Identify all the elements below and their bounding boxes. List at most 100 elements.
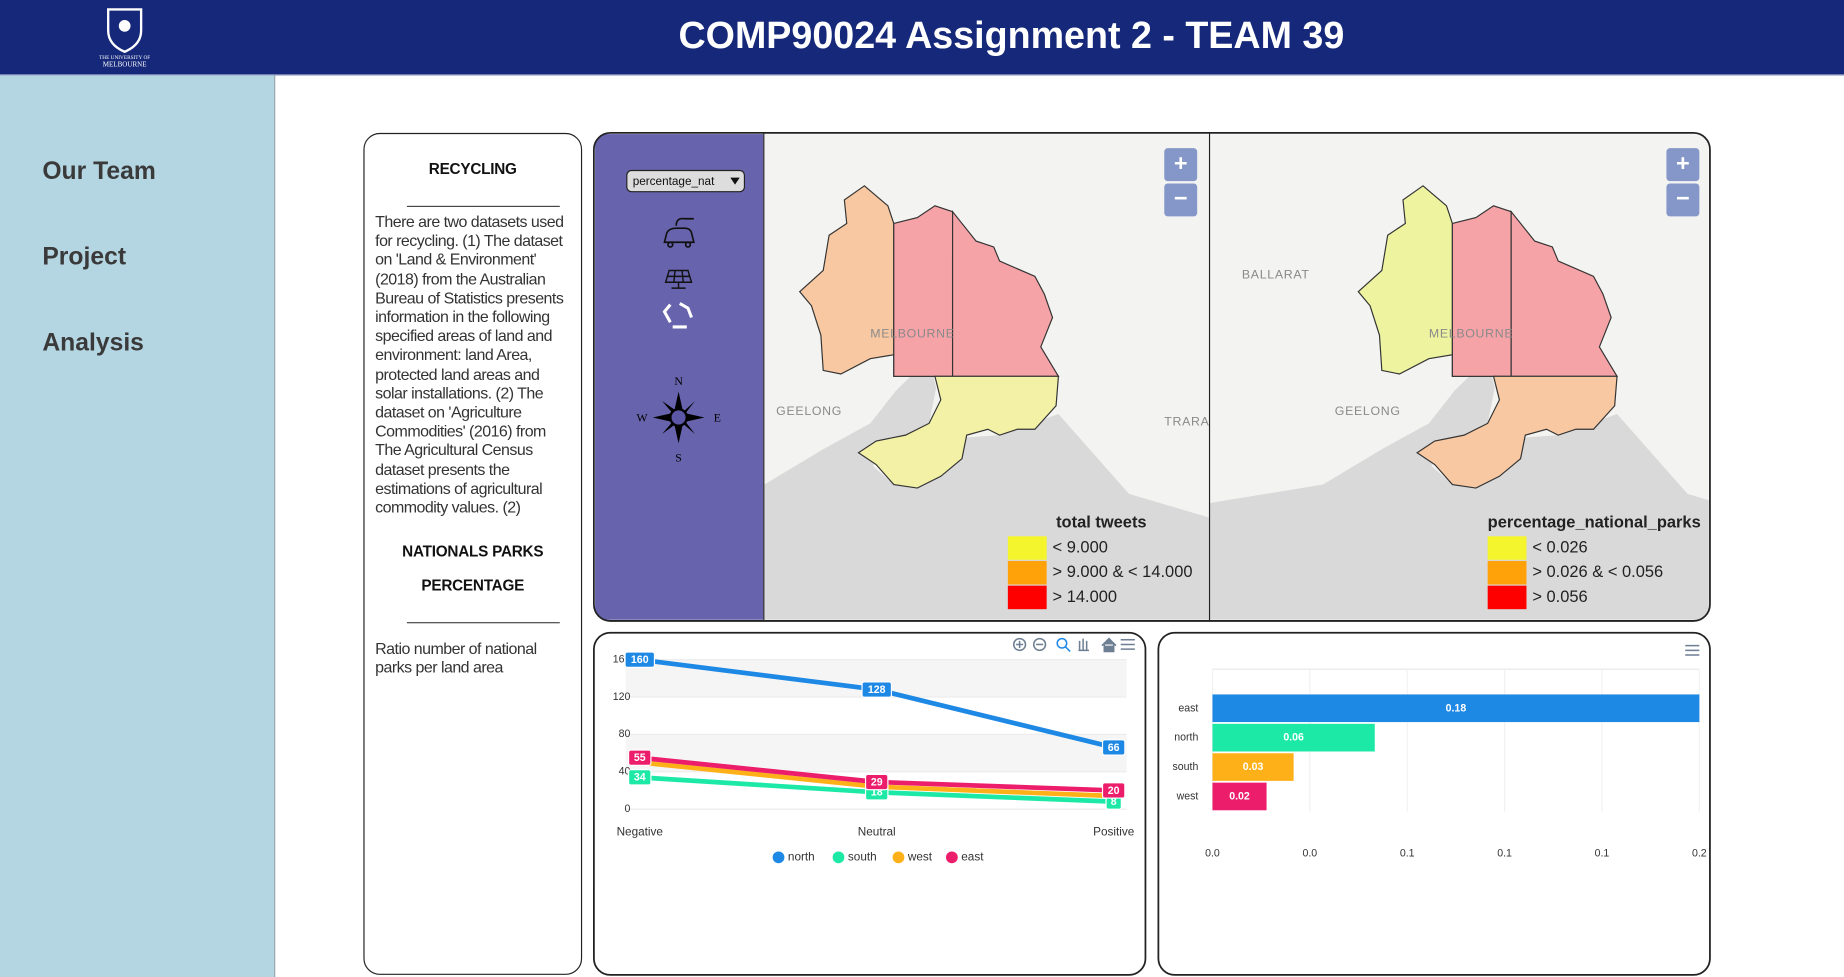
bar	[1212, 753, 1294, 781]
x-tick-label: 0.2	[1692, 848, 1707, 860]
data-label-box	[627, 749, 652, 766]
legend-item: > 0.056	[1532, 588, 1587, 606]
zoom-out[interactable]	[1164, 183, 1198, 217]
y-tick-label: 80	[619, 728, 631, 740]
data-label-box	[1101, 782, 1126, 799]
panel-border	[593, 132, 1711, 622]
x-tick-label: 0.1	[1497, 848, 1512, 860]
nav-link[interactable]: Our Team	[42, 157, 156, 185]
place-label: BALLARAT	[1242, 267, 1310, 281]
zoom-label: −	[1676, 185, 1690, 211]
legend-item: < 0.026	[1532, 538, 1587, 556]
zoom-label: −	[1174, 185, 1188, 211]
data-label-box	[627, 769, 652, 786]
legend-marker	[772, 851, 785, 864]
data-label: 160	[631, 654, 649, 666]
line-chart-panel	[593, 631, 1147, 976]
x-tick-label: 0.1	[1595, 848, 1610, 860]
legend-marker	[892, 851, 905, 864]
divider	[406, 622, 560, 624]
map[interactable]: ALLARAT MELBOURNE GEELONG TRARAL + − tot…	[635, 134, 1217, 620]
dropdown[interactable]	[626, 169, 746, 193]
nav-link[interactable]: Project	[42, 243, 127, 271]
icon-recycle[interactable]	[662, 302, 693, 329]
page-title: COMP90024 Assignment 2 - TEAM 39	[678, 14, 1345, 57]
compass-label: S	[675, 451, 682, 464]
legend-marker	[832, 851, 845, 864]
icon-solar[interactable]	[664, 269, 693, 289]
bar	[1212, 723, 1375, 752]
data-label: 55	[634, 752, 646, 764]
place-label: MELBOURNE	[870, 326, 954, 340]
y-tick-label: west	[1176, 791, 1199, 803]
info-panel: RECYCLING There are two datasets used fo…	[363, 132, 583, 975]
data-label: 34	[634, 772, 646, 784]
zoom-label: +	[1174, 150, 1188, 176]
place-label: GEELONG	[1335, 404, 1401, 418]
nav-link[interactable]: Analysis	[42, 329, 144, 357]
data-label: 128	[868, 684, 886, 696]
logo-text: THE UNIVERSITY OF	[99, 55, 150, 61]
zoom-in[interactable]	[1164, 148, 1198, 182]
legend-item: > 9.000 & < 14.000	[1053, 563, 1193, 581]
map-panel: ALLARAT MELBOURNE GEELONG TRARAL + − tot…	[595, 132, 1768, 621]
logo[interactable]: THE UNIVERSITY OF MELBOURNE	[89, 5, 160, 71]
y-tick-label: 120	[613, 691, 631, 703]
y-tick-label: south	[1172, 761, 1198, 773]
control-panel	[595, 134, 764, 620]
legend-label: east	[961, 850, 984, 863]
y-tick-label: 40	[619, 766, 631, 778]
chart-menu[interactable]	[1685, 644, 1700, 656]
legend-label: south	[848, 850, 877, 863]
zoom-label: +	[1676, 150, 1690, 176]
data-label-box	[1101, 739, 1126, 756]
data-label: 29	[871, 776, 883, 788]
legend-title: total tweets	[1056, 514, 1147, 532]
bar	[1212, 694, 1700, 723]
legend-item: > 14.000	[1053, 588, 1118, 606]
data-label-box	[861, 681, 893, 698]
data-label: 20	[1108, 785, 1120, 797]
dropdown-value: percentage_nat	[633, 175, 715, 188]
y-tick-label: 0	[624, 803, 630, 815]
map[interactable]: BALLARAT MELBOURNE GEELONG + − percentag…	[1194, 134, 1768, 620]
x-tick-label: Positive	[1093, 826, 1135, 839]
x-tick-label: 0.1	[1400, 848, 1415, 860]
legend-label: north	[788, 850, 815, 863]
data-label: 0.03	[1243, 761, 1264, 773]
place-label: GEELONG	[776, 404, 842, 418]
x-tick-label: Neutral	[858, 826, 896, 839]
data-label: 8	[1111, 796, 1117, 808]
x-tick-label: 0.0	[1302, 848, 1317, 860]
zoom-in[interactable]	[1666, 148, 1700, 182]
header: THE UNIVERSITY OF MELBOURNE COMP90024 As…	[0, 0, 1844, 76]
compass-label: N	[674, 375, 683, 388]
chart-toolbar[interactable]	[1012, 637, 1135, 653]
compass: N W E S	[637, 375, 721, 464]
icon-car[interactable]	[663, 217, 695, 248]
compass-label: W	[637, 411, 649, 424]
zoom-out[interactable]	[1666, 183, 1700, 217]
info-note: Ratio number of national parks per land …	[375, 639, 537, 677]
divider	[406, 205, 560, 207]
legend-item: < 9.000	[1053, 538, 1108, 556]
info-heading: RECYCLING	[428, 159, 517, 178]
bar	[1212, 782, 1267, 811]
info-subheading: NATIONALS PARKS PERCENTAGE	[402, 542, 544, 594]
legend-title: percentage_national_parks	[1488, 514, 1701, 532]
data-label: 0.02	[1229, 791, 1250, 803]
place-label: MELBOURNE	[1429, 326, 1513, 340]
data-label-box	[624, 651, 656, 668]
x-tick-label: 0.0	[1205, 848, 1220, 860]
place-label: TRARAL	[1164, 414, 1217, 428]
compass-label: E	[714, 411, 721, 424]
info-description: There are two datasets used for recyclin…	[375, 212, 564, 517]
sidebar: Our Team Project Analysis	[0, 75, 276, 977]
legend-marker	[945, 851, 958, 864]
logo-text: MELBOURNE	[103, 60, 147, 68]
data-label: 0.06	[1283, 732, 1304, 744]
legend-label: west	[907, 850, 933, 863]
x-tick-label: Negative	[617, 826, 664, 839]
